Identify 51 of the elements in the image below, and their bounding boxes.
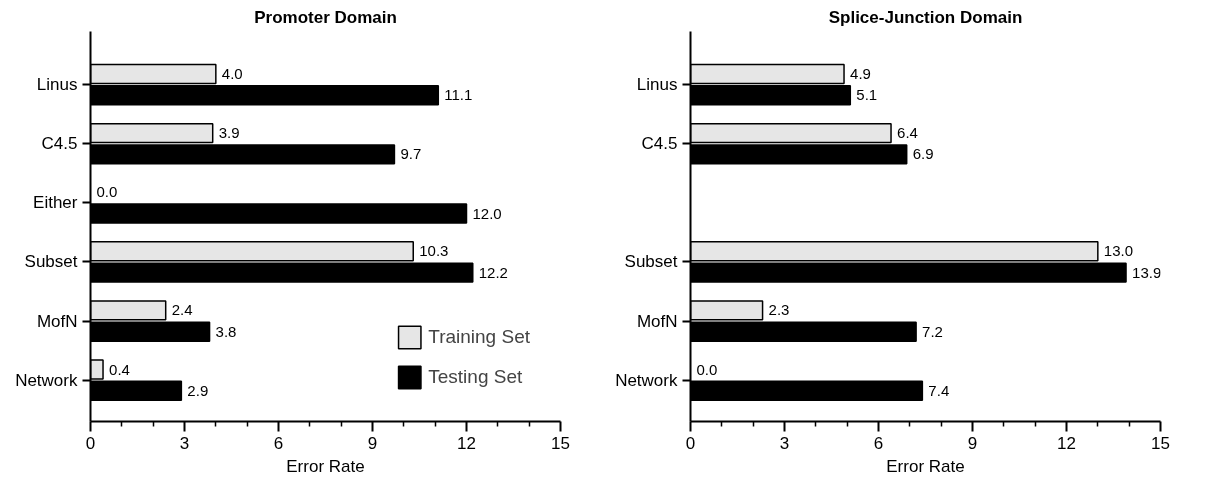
data-label: 2.3 [768,301,790,319]
legend-label: Testing Set [428,366,523,388]
data-label: 2.9 [187,381,209,399]
x-tick-label: 9 [367,433,378,453]
data-label: 9.7 [400,145,422,163]
y-tick-label: Network [615,370,678,390]
data-label: 12.2 [478,263,508,281]
y-tick-label: Network [15,370,78,390]
y-tick-label: C4.5 [41,134,78,154]
y-tick-label: Subset [624,252,678,272]
x-tick-label: 3 [179,433,190,453]
data-label: 13.9 [1132,263,1162,281]
y-tick-label: Subset [24,252,78,272]
data-label: 6.9 [912,145,934,163]
y-tick-label: C4.5 [641,134,678,154]
x-tick-label: 9 [967,433,978,453]
data-label: 0.0 [696,360,718,378]
data-label: 3.9 [218,124,240,142]
data-label: 11.1 [444,86,473,104]
y-tick-label: Linus [36,75,78,95]
x-axis-title: Error Rate [886,456,965,476]
data-label: 13.0 [1103,242,1134,260]
chart-title: Splice-Junction Domain [828,7,1023,27]
x-tick-label: 3 [779,433,790,453]
data-label: 0.4 [109,360,130,378]
x-tick-label: 0 [85,433,96,453]
x-tick-label: 12 [1057,433,1076,453]
data-label: 4.0 [221,65,243,83]
data-label: 3.8 [215,322,237,340]
x-tick-label: 12 [457,433,476,453]
y-tick-label: MofN [636,311,678,331]
x-tick-label: 15 [551,433,570,453]
x-tick-label: 6 [873,433,884,453]
data-label: 6.4 [897,124,918,142]
x-tick-label: 0 [685,433,696,453]
y-tick-label: MofN [36,311,78,331]
chart-title: Promoter Domain [254,7,397,27]
data-label: 0.0 [96,183,118,201]
y-tick-label: Either [33,193,78,213]
data-label: 4.9 [850,65,871,83]
data-label: 2.4 [171,301,193,319]
data-label: 5.1 [856,86,878,104]
x-tick-label: 6 [273,433,284,453]
data-label: 7.4 [928,381,950,399]
data-label: 7.2 [922,322,943,340]
legend-label: Training Set [428,326,530,348]
data-label: 10.3 [419,242,449,260]
y-tick-label: Linus [636,75,678,95]
data-label: 12.0 [472,204,502,222]
x-axis-title: Error Rate [286,456,365,476]
x-tick-label: 15 [1151,433,1170,453]
